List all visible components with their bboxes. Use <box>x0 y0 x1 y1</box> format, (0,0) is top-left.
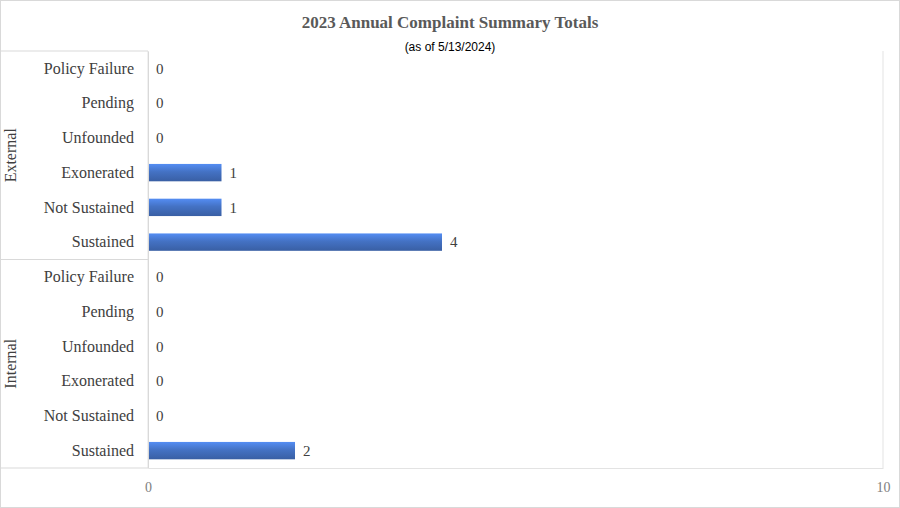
category-box <box>1 51 148 468</box>
tick: Not Sustained <box>44 407 148 424</box>
data-label: 0 <box>156 95 164 111</box>
grid-line <box>883 51 884 468</box>
tick-label: Exonerated <box>61 372 134 389</box>
tick: Unfounded <box>62 337 148 354</box>
data-label: 0 <box>156 373 164 389</box>
tick: Not Sustained <box>44 198 148 215</box>
tick: Exonerated <box>61 372 148 389</box>
tick-label: Unfounded <box>62 129 134 146</box>
tick-label: Not Sustained <box>44 198 134 215</box>
tick-label: 0 <box>145 480 152 495</box>
tick: 10 <box>877 468 891 495</box>
tick: Policy Failure <box>44 59 148 77</box>
tick: Sustained <box>72 442 148 459</box>
tick-label: Exonerated <box>61 164 134 181</box>
axis-line <box>149 468 884 469</box>
tick: Pending <box>82 94 148 112</box>
bar <box>148 442 295 459</box>
box-line <box>1 51 148 52</box>
data-label: 0 <box>156 408 164 424</box>
bar <box>148 199 222 216</box>
data-label: 0 <box>156 130 164 146</box>
data-label: 1 <box>230 200 238 216</box>
tick: Sustained <box>72 233 148 250</box>
grid <box>148 51 883 468</box>
tick: Policy Failure <box>44 268 148 286</box>
chart-frame <box>1 1 900 508</box>
tick-label: Pending <box>82 94 134 112</box>
tick-label: 10 <box>877 480 891 495</box>
tick-label: Not Sustained <box>44 407 134 424</box>
tick-label: Sustained <box>72 442 134 459</box>
title: 2023 Annual Complaint Summary Totals <box>302 13 599 32</box>
bar <box>148 164 222 181</box>
box-line <box>1 259 148 260</box>
tick: 0 <box>145 468 152 495</box>
tick-label: Pending <box>82 303 134 321</box>
tick: Exonerated <box>61 164 148 181</box>
tick-label: Policy Failure <box>44 59 134 77</box>
tick: Unfounded <box>62 129 148 146</box>
data-label: 4 <box>450 234 458 250</box>
axis-line <box>148 52 149 469</box>
tick-label: Policy Failure <box>44 268 134 286</box>
data-label: 0 <box>156 269 164 285</box>
group-label: External <box>2 128 19 183</box>
tick-label: Unfounded <box>62 337 134 354</box>
data-label: 0 <box>156 339 164 355</box>
value-axis: 0 10 <box>145 468 891 495</box>
group-label: Internal <box>2 338 19 388</box>
data-label: 1 <box>230 165 238 181</box>
data-label: 0 <box>156 304 164 320</box>
data-label: 0 <box>156 61 164 77</box>
data-label: 2 <box>303 443 311 459</box>
tick: Pending <box>82 303 148 321</box>
tick-label: Sustained <box>72 233 134 250</box>
chart: 2023 Annual Complaint Summary Totals (as … <box>0 0 900 508</box>
subtitle: (as of 5/13/2024) <box>405 40 496 54</box>
bar <box>148 233 442 250</box>
category-axis: Policy Failure Pending Unfounded Exonerated… <box>44 52 149 469</box>
box-line <box>1 468 148 469</box>
data-labels: 0 0 0 1 1 4 0 0 0 0 0 2 <box>156 61 458 459</box>
bars <box>148 164 442 459</box>
